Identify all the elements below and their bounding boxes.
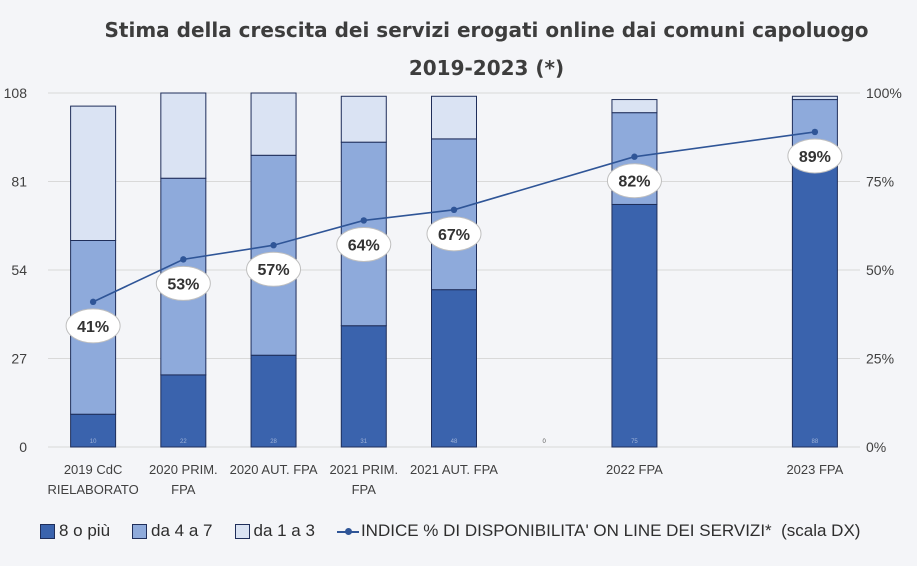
x-tick-label: FPA — [352, 482, 377, 497]
x-tick-label: 2021 PRIM. — [329, 462, 398, 477]
index-value-label: 82% — [618, 174, 650, 191]
y-left-tick-label: 0 — [19, 439, 27, 455]
x-tick-label: 2020 PRIM. — [149, 462, 218, 477]
bar-segment — [431, 95, 477, 140]
index-value-label: 67% — [438, 227, 470, 244]
index-point — [180, 256, 187, 263]
x-tick-label: 2020 AUT. FPA — [230, 462, 318, 477]
index-label-bubble — [606, 163, 662, 199]
index-label-bubble — [426, 216, 482, 252]
bar-value-label: 22 — [180, 439, 187, 445]
bar-value-label: 28 — [270, 439, 277, 445]
legend-label: da 4 a 7 — [151, 521, 213, 540]
legend-swatch-dark — [40, 523, 55, 539]
index-label-bubble — [65, 308, 121, 344]
chart-legend: 8 o più da 4 a 7 da 1 a 3 INDICE % DI DI… — [40, 518, 882, 544]
index-point — [631, 153, 638, 160]
bar-segment — [340, 325, 387, 448]
x-tick-label: 2021 AUT. FPA — [410, 462, 498, 477]
legend-item-da-4-a-7: da 4 a 7 — [132, 521, 213, 541]
index-point — [360, 217, 367, 224]
bar-value-label: 10 — [90, 439, 97, 445]
bar-segment — [791, 158, 838, 448]
bar-segment — [611, 99, 658, 114]
index-point — [450, 206, 458, 214]
bar-segment — [791, 95, 838, 101]
index-label-bubble — [155, 265, 211, 301]
index-value-label: 57% — [258, 262, 290, 279]
y-left-tick-label: 54 — [11, 262, 27, 278]
bar-segment — [160, 92, 207, 179]
y-right-tick-label: 0% — [866, 439, 886, 455]
index-label-bubble — [336, 226, 392, 262]
bar-segment — [431, 289, 477, 448]
bar-value-label: 75 — [631, 439, 638, 445]
y-left-tick-label: 27 — [11, 351, 27, 367]
bar-segment — [611, 203, 658, 448]
y-right-tick-label: 25% — [866, 351, 894, 367]
y-right-tick-label: 50% — [866, 262, 894, 278]
x-tick-label: FPA — [171, 482, 196, 497]
x-tick-label: 2019 CdC — [64, 462, 123, 477]
bar-segment — [70, 105, 117, 241]
index-label-bubble — [246, 251, 302, 287]
x-tick-label: 2023 FPA — [786, 462, 843, 477]
index-label-bubble — [787, 138, 843, 174]
legend-item-da-1-a-3: da 1 a 3 — [234, 521, 315, 541]
bar-segment — [70, 413, 117, 448]
y-right-tick-label: 100% — [866, 85, 902, 101]
index-point — [811, 128, 819, 136]
bar-value-label: 31 — [360, 439, 367, 445]
bar-value-label: 0 — [543, 439, 547, 445]
index-point — [270, 242, 277, 249]
index-value-label: 41% — [77, 319, 109, 336]
legend-swatch-light — [234, 523, 250, 539]
index-point — [89, 298, 97, 306]
legend-label: da 1 a 3 — [253, 521, 315, 540]
y-left-tick-label: 81 — [11, 174, 27, 190]
x-tick-label: 2022 FPA — [606, 462, 663, 477]
legend-item-8-o-piu: 8 o più — [40, 521, 110, 541]
bar-segment — [160, 374, 207, 448]
chart-title: Stima della crescita dei servizi erogati… — [104, 18, 869, 42]
chart-subtitle: 2019-2023 (*) — [408, 56, 565, 80]
index-value-label: 89% — [799, 149, 831, 166]
index-value-label: 53% — [167, 276, 199, 293]
bar-value-label: 48 — [451, 439, 458, 445]
legend-label: 8 o più — [59, 521, 111, 540]
index-value-label: 64% — [348, 237, 380, 254]
legend-swatch-medium — [132, 523, 148, 539]
y-right-tick-label: 75% — [866, 174, 894, 190]
bar-segment — [431, 138, 477, 291]
x-tick-label: RIELABORATO — [47, 482, 138, 497]
bar-segment — [340, 95, 387, 143]
legend-label: INDICE % DI DISPONIBILITA' ON LINE DEI S… — [360, 521, 861, 540]
bar-value-label: 88 — [812, 439, 819, 445]
bar-segment — [250, 354, 297, 448]
legend-line-marker-icon — [336, 525, 359, 538]
legend-item-indice: INDICE % DI DISPONIBILITA' ON LINE DEI S… — [336, 521, 861, 541]
bar-segment — [250, 92, 297, 156]
y-left-tick-label: 108 — [4, 85, 28, 101]
